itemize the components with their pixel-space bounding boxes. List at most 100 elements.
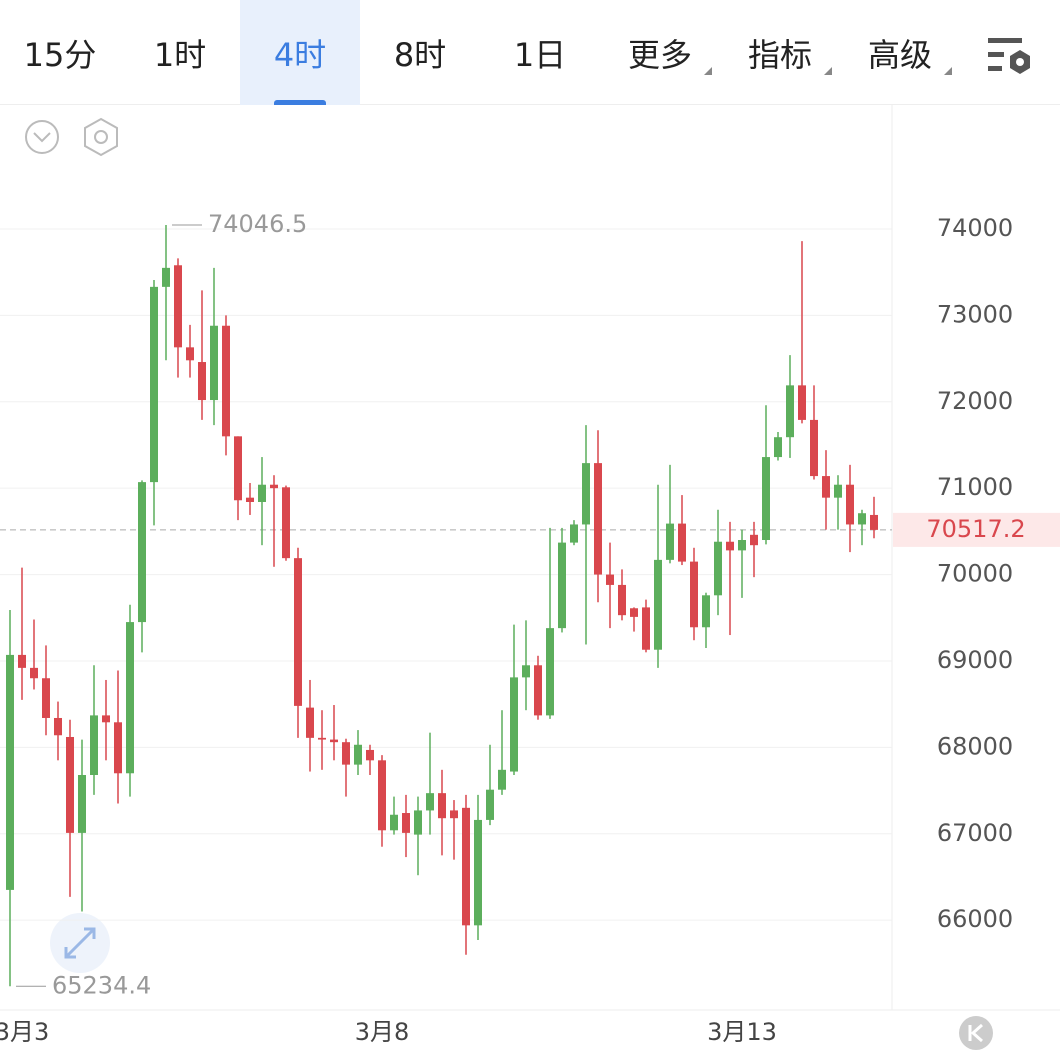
collapse-icon-arrow (33, 132, 51, 143)
candle-body (198, 362, 206, 401)
candle-body (858, 513, 866, 525)
settings-icon[interactable] (84, 117, 118, 157)
candle-body (606, 574, 614, 585)
candle-body (786, 385, 794, 438)
y-tick-label: 71000 (937, 473, 1013, 501)
candle-body (402, 813, 410, 833)
tab[interactable]: 高级 (840, 0, 960, 105)
candle-body (54, 717, 62, 736)
candle-body (366, 749, 374, 761)
last-price-box (893, 512, 1060, 547)
candle-body (474, 819, 482, 926)
candle-body (282, 487, 290, 559)
y-tick-label: 72000 (937, 387, 1013, 415)
candle-body (342, 742, 350, 765)
expand-icon (64, 927, 96, 959)
toolbar-icon-bar (988, 38, 1022, 43)
candle-body (774, 437, 782, 458)
y-tick-label: 69000 (937, 646, 1013, 674)
candle-body (90, 715, 98, 776)
candle-body (390, 814, 398, 831)
candle-body (738, 540, 746, 551)
candle-body (594, 463, 602, 575)
candle-body (438, 793, 446, 819)
candle-body (582, 463, 590, 525)
scroll-end-button[interactable] (959, 1016, 993, 1050)
candle-body (378, 760, 386, 831)
candle-body (30, 667, 38, 679)
candle-body (414, 810, 422, 835)
candle-body (498, 769, 506, 790)
candle-body (330, 739, 338, 743)
candle-body (162, 267, 170, 287)
candle-body (102, 715, 110, 723)
candle-body (810, 419, 818, 477)
candle-body (42, 678, 50, 718)
tab[interactable]: 1时 (153, 35, 207, 74)
settings-icon-center (94, 130, 108, 144)
x-tick-label: 3月3 (0, 1018, 49, 1046)
candle-body (270, 484, 278, 489)
candle-body (78, 775, 86, 833)
y-tick-label: 68000 (937, 732, 1013, 760)
candle-body (834, 484, 842, 498)
candle-body (486, 789, 494, 820)
candle-body (654, 559, 662, 650)
candle-body (822, 476, 830, 498)
min-marker-label: 65234.4 (52, 971, 151, 999)
tab[interactable]: 指标 (720, 0, 840, 105)
candle-body (798, 385, 806, 420)
x-tick-label: 3月8 (355, 1018, 410, 1046)
candle-body (510, 677, 518, 772)
max-marker-label: 74046.5 (208, 210, 307, 238)
candle-body (126, 622, 134, 774)
candle-body (678, 523, 686, 562)
candle-body (750, 534, 758, 546)
collapse-icon[interactable] (25, 120, 59, 154)
y-tick-label: 66000 (937, 905, 1013, 933)
x-tick-label: 3月13 (707, 1018, 777, 1046)
y-tick-label: 73000 (937, 300, 1013, 328)
candle-body (294, 558, 302, 706)
tab[interactable]: 15分 (23, 35, 97, 74)
candle-body (186, 347, 194, 361)
candle-body (174, 265, 182, 348)
candle-body (258, 484, 266, 502)
candle-body (66, 736, 74, 833)
tab[interactable]: 8时 (393, 35, 447, 74)
toolbar-icon-gear-hole (1016, 58, 1024, 66)
candle-body (18, 654, 26, 668)
candle-body (618, 584, 626, 616)
candle-body (234, 436, 242, 501)
tab[interactable]: 更多 (600, 0, 720, 105)
candle-body (570, 524, 578, 543)
candle-body (714, 541, 722, 596)
candle-body (210, 325, 218, 401)
candle-body (318, 737, 326, 740)
candle-body (150, 286, 158, 483)
candle-body (354, 744, 362, 765)
candle-body (450, 810, 458, 819)
y-tick-label: 70000 (937, 560, 1013, 588)
candle-body (846, 484, 854, 525)
tab[interactable]: 1日 (513, 35, 567, 74)
candle-body (558, 542, 566, 629)
toolbar-icon[interactable] (988, 38, 1030, 74)
candle-body (306, 707, 314, 738)
candle-body (702, 595, 710, 628)
candle-body (642, 607, 650, 650)
candle-body (426, 793, 434, 811)
candle-body (726, 541, 734, 551)
y-tick-label: 67000 (937, 819, 1013, 847)
candle-body (462, 807, 470, 926)
candle-body (534, 665, 542, 716)
candle-body (666, 523, 674, 560)
scroll-end-icon (968, 1023, 983, 1043)
candle-body (630, 608, 638, 617)
tab[interactable]: 4时 (240, 0, 360, 105)
candle-body (522, 665, 530, 678)
candle-body (114, 722, 122, 774)
candle-body (138, 482, 146, 623)
